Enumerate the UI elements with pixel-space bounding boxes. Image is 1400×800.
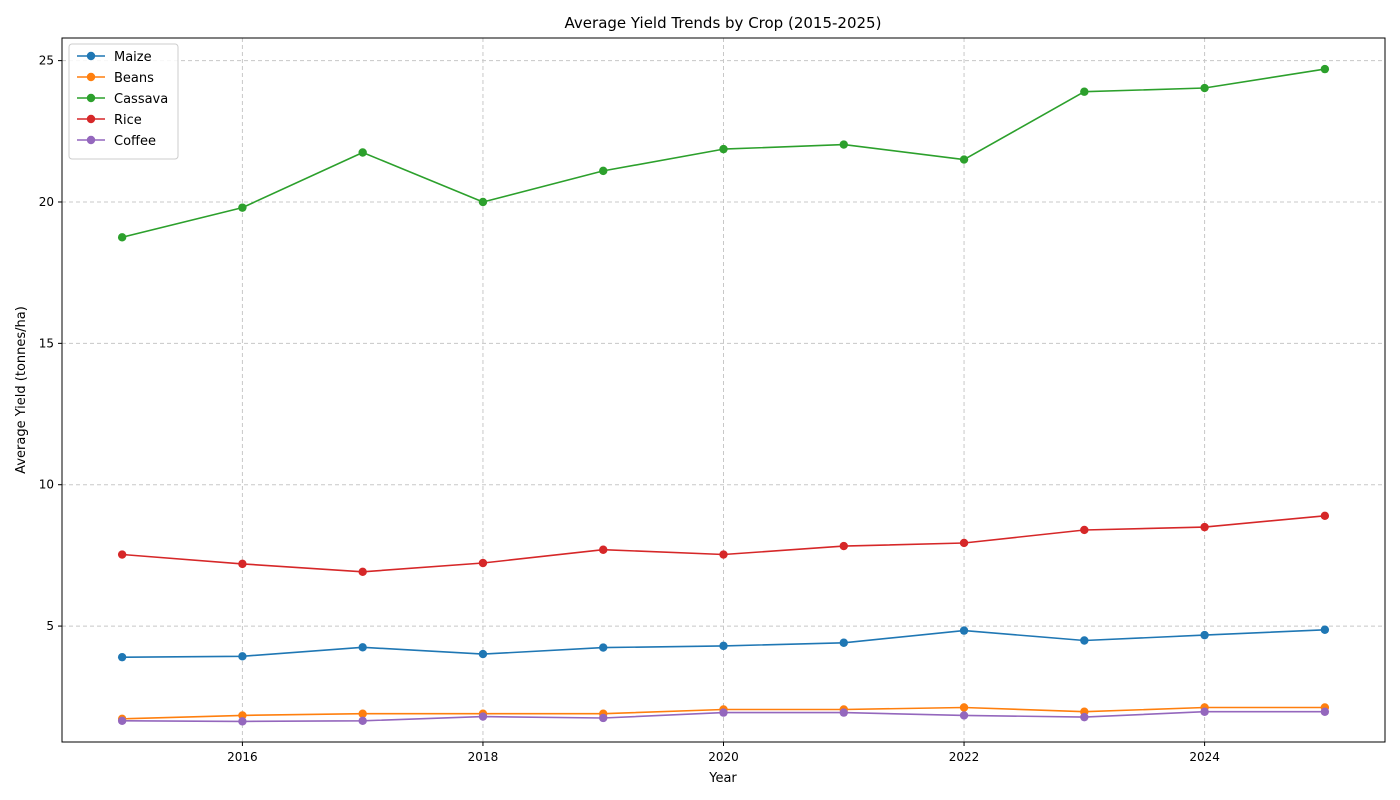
data-point-coffee bbox=[358, 716, 367, 725]
data-point-cassava bbox=[478, 197, 488, 207]
y-tick-label: 5 bbox=[46, 619, 54, 633]
data-point-maize bbox=[117, 652, 127, 662]
x-tick-label: 2016 bbox=[227, 750, 258, 764]
data-point-rice bbox=[1200, 522, 1209, 532]
data-point-maize bbox=[1320, 625, 1330, 634]
data-point-maize bbox=[478, 649, 488, 659]
data-point-coffee bbox=[1200, 707, 1209, 716]
data-point-rice bbox=[1080, 525, 1089, 535]
data-point-rice bbox=[1320, 511, 1330, 521]
data-point-beans bbox=[238, 711, 247, 720]
data-point-coffee bbox=[1080, 712, 1089, 722]
x-axis-ticks: 2016 2018 2020 2022 2024 bbox=[227, 742, 1220, 764]
legend: Maize Beans Cassava Rice Coffee bbox=[68, 43, 179, 160]
y-axis-label: Average Yield (tonnes/ha) bbox=[14, 306, 29, 474]
data-point-cassava bbox=[1320, 64, 1330, 74]
data-point-maize bbox=[1200, 630, 1209, 640]
legend-marker-rice bbox=[86, 114, 96, 124]
legend-label-rice: Rice bbox=[114, 113, 142, 128]
legend-marker-cassava bbox=[86, 93, 96, 103]
series-cassava bbox=[117, 64, 1330, 242]
x-tick-label: 2020 bbox=[708, 750, 739, 764]
data-point-cassava bbox=[1080, 87, 1089, 96]
data-point-cassava bbox=[719, 144, 728, 154]
data-point-rice bbox=[839, 541, 848, 551]
series-maize bbox=[117, 625, 1330, 662]
y-tick-label: 10 bbox=[39, 478, 54, 492]
series-rice bbox=[117, 511, 1330, 576]
y-tick-label: 20 bbox=[39, 195, 54, 209]
legend-label-beans: Beans bbox=[114, 71, 154, 86]
data-point-beans bbox=[358, 709, 367, 718]
x-tick-label: 2022 bbox=[949, 750, 980, 764]
data-point-rice bbox=[599, 545, 608, 554]
y-axis-ticks: 5 10 15 20 25 bbox=[39, 54, 62, 633]
x-tick-label: 2018 bbox=[468, 750, 499, 764]
chart-title: Average Yield Trends by Crop (2015-2025) bbox=[565, 14, 882, 32]
y-tick-label: 25 bbox=[39, 54, 54, 68]
data-point-coffee bbox=[1320, 707, 1330, 716]
data-point-coffee bbox=[719, 708, 728, 717]
data-point-cassava bbox=[599, 166, 608, 176]
data-point-cassava bbox=[959, 155, 969, 164]
legend-label-cassava: Cassava bbox=[114, 92, 168, 107]
data-point-beans bbox=[959, 703, 969, 712]
x-axis-label: Year bbox=[708, 771, 737, 786]
x-tick-label: 2024 bbox=[1189, 750, 1220, 764]
legend-marker-coffee bbox=[86, 135, 96, 145]
data-point-coffee bbox=[599, 713, 608, 723]
data-point-coffee bbox=[117, 716, 127, 725]
data-point-maize bbox=[959, 626, 969, 635]
series-coffee bbox=[117, 707, 1330, 726]
data-point-cassava bbox=[238, 203, 247, 212]
data-point-cassava bbox=[839, 140, 848, 149]
legend-marker-maize bbox=[86, 51, 96, 61]
data-point-rice bbox=[117, 550, 127, 559]
legend-box bbox=[68, 43, 179, 160]
data-point-coffee bbox=[478, 712, 488, 721]
data-point-rice bbox=[238, 559, 247, 569]
data-point-rice bbox=[478, 558, 488, 568]
data-point-rice bbox=[358, 567, 367, 576]
data-point-cassava bbox=[1200, 83, 1209, 93]
data-point-cassava bbox=[358, 148, 367, 157]
series-layer bbox=[117, 64, 1330, 726]
legend-label-coffee: Coffee bbox=[114, 134, 156, 149]
y-tick-label: 15 bbox=[39, 336, 54, 350]
data-point-maize bbox=[839, 638, 848, 647]
data-point-coffee bbox=[959, 711, 969, 720]
data-point-rice bbox=[959, 538, 969, 548]
data-point-maize bbox=[599, 643, 608, 652]
legend-marker-beans bbox=[86, 72, 96, 82]
data-point-maize bbox=[238, 652, 247, 661]
data-point-maize bbox=[1080, 636, 1089, 645]
data-point-coffee bbox=[238, 717, 247, 726]
data-point-coffee bbox=[839, 708, 848, 717]
data-point-maize bbox=[358, 643, 367, 652]
data-point-maize bbox=[719, 641, 728, 651]
grid-lines bbox=[62, 38, 1385, 742]
data-point-cassava bbox=[117, 233, 127, 242]
legend-label-maize: Maize bbox=[114, 50, 152, 65]
data-point-rice bbox=[719, 550, 728, 559]
